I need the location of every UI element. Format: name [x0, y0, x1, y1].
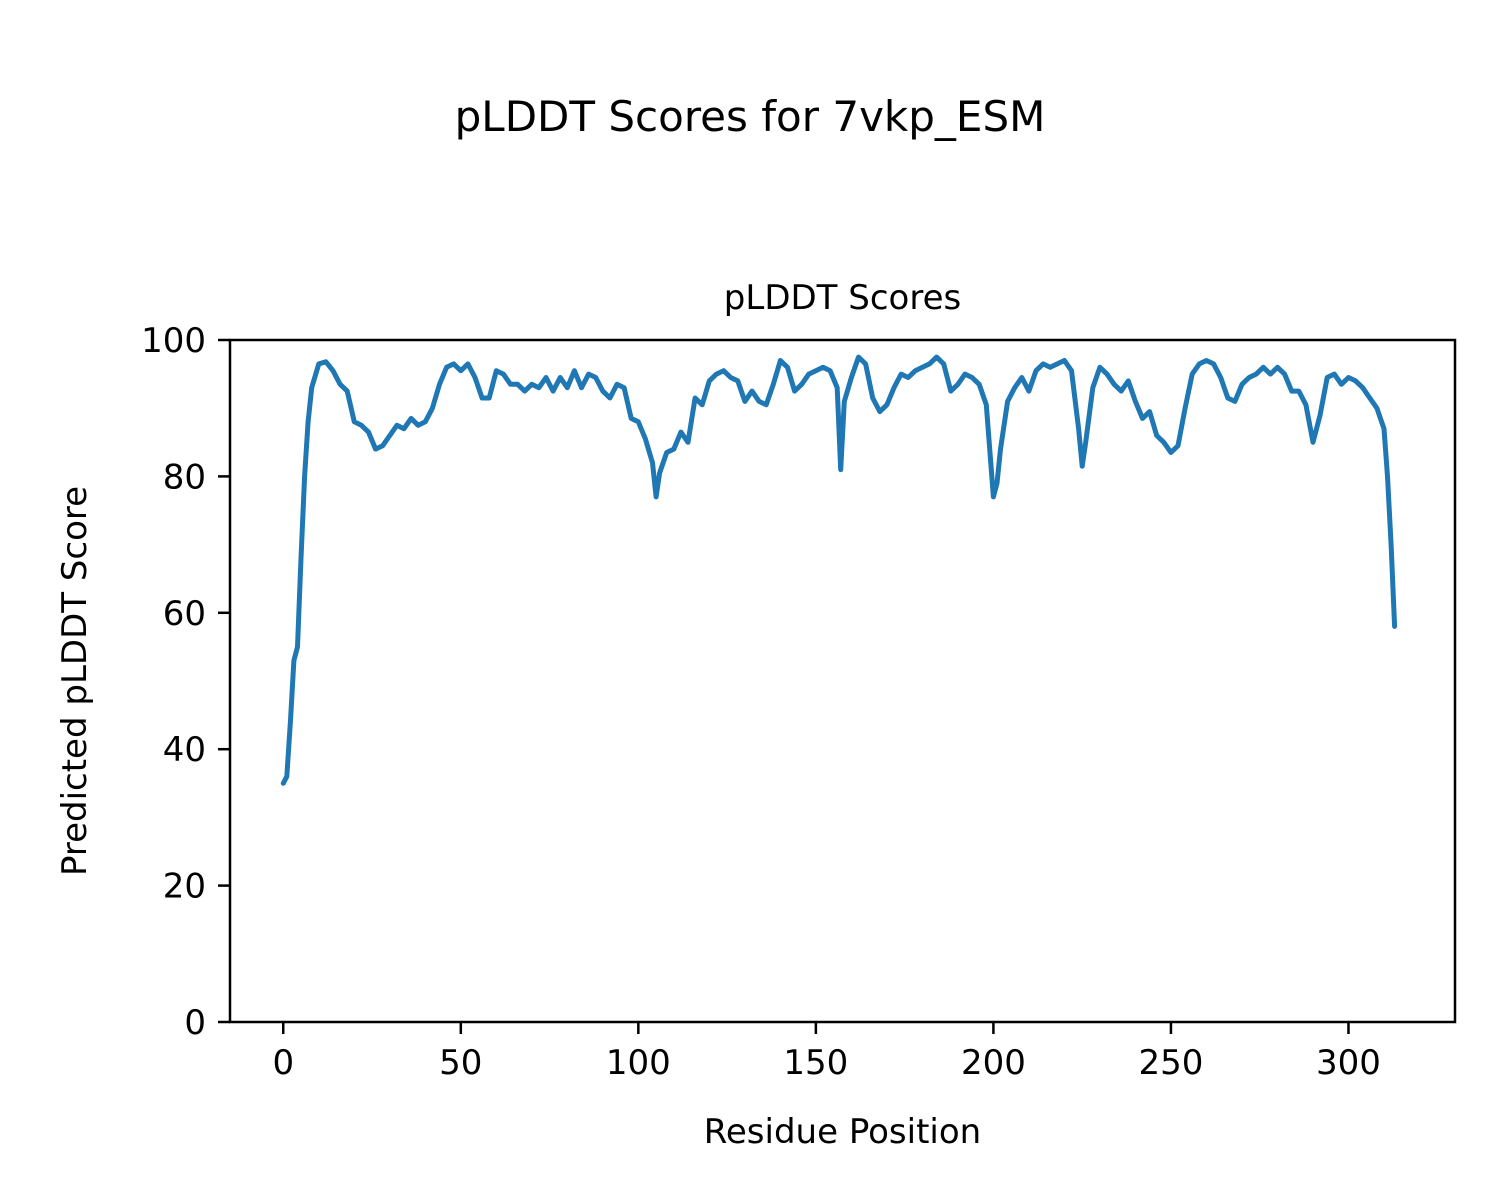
axes-frame	[228, 338, 1457, 1024]
pLDDT-line	[280, 354, 1398, 786]
y-tick-label: 100	[141, 321, 206, 361]
y-tick-label: 60	[163, 594, 206, 634]
x-tick-label: 300	[1316, 1043, 1381, 1083]
x-tick-label: 100	[606, 1043, 671, 1083]
y-tick-label: 80	[163, 457, 206, 497]
axes-title: pLDDT Scores	[723, 278, 962, 318]
y-tick-label: 0	[184, 1003, 206, 1043]
x-axis-label: Residue Position	[703, 1112, 982, 1152]
x-tick-label: 150	[783, 1043, 848, 1083]
y-tick-label: 40	[163, 730, 206, 770]
x-tick-label: 250	[1138, 1043, 1203, 1083]
x-tick-label: 0	[272, 1043, 294, 1083]
x-tick-label: 50	[439, 1043, 482, 1083]
x-tick-label: 200	[961, 1043, 1026, 1083]
y-tick-label: 20	[163, 867, 206, 907]
figure-title: pLDDT Scores for 7vkp_ESM	[454, 92, 1046, 141]
